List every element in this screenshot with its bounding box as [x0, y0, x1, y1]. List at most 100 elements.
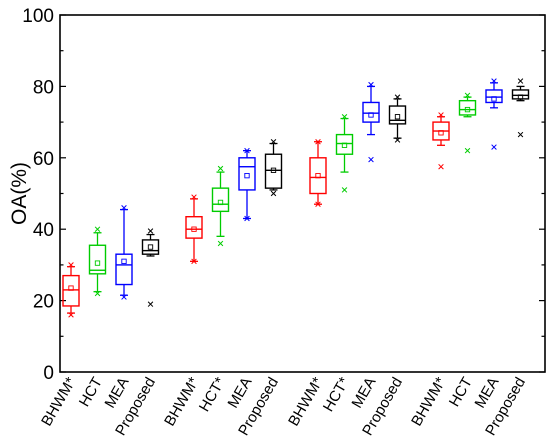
box [141, 228, 160, 307]
outlier-stroke [517, 131, 524, 138]
outlier-stroke [394, 94, 401, 100]
outlier-marker [217, 165, 224, 172]
box-group [185, 138, 283, 265]
outlier-marker [368, 156, 374, 163]
outlier-marker [244, 215, 250, 222]
outlier-marker [464, 147, 471, 154]
box [362, 81, 380, 163]
mean-marker [491, 96, 497, 102]
outlier-stroke [191, 194, 197, 200]
outlier-marker [121, 294, 127, 300]
mean-marker [94, 260, 101, 266]
box-body [362, 101, 380, 123]
mean-marker [438, 130, 444, 136]
outlier-marker [244, 147, 250, 154]
mean-marker [464, 106, 471, 113]
mean-marker [394, 114, 401, 120]
box-body [211, 187, 230, 213]
box-body [141, 239, 160, 255]
y-tick-label: 0 [43, 363, 54, 384]
outlier-marker [191, 194, 197, 200]
category-label: HCT* [320, 374, 353, 414]
mean-marker [121, 258, 127, 264]
outlier-stroke [464, 147, 471, 154]
box [335, 113, 354, 193]
outlier-marker [517, 131, 524, 138]
outlier-marker [217, 240, 224, 247]
box [388, 94, 407, 143]
box-group [432, 78, 530, 170]
box [115, 205, 133, 300]
outlier-stroke [94, 226, 101, 232]
outlier-stroke [191, 258, 197, 265]
outlier-stroke [394, 137, 401, 143]
box-group [62, 205, 160, 318]
y-tick-label: 60 [33, 149, 54, 170]
outlier-stroke [270, 190, 277, 197]
box-body [264, 153, 283, 189]
outlier-stroke [147, 301, 154, 307]
outlier-stroke [244, 215, 250, 222]
y-axis-title: OA(%) [8, 162, 31, 225]
outlier-marker [368, 81, 374, 88]
outlier-marker [341, 113, 348, 120]
outlier-marker [438, 112, 444, 118]
box [458, 92, 477, 154]
box [211, 165, 230, 247]
outlier-marker [191, 258, 197, 265]
outlier-stroke [491, 144, 497, 150]
plot-frame [59, 14, 546, 373]
outlier-marker [491, 144, 497, 150]
box-body [185, 216, 203, 239]
outlier-marker [121, 205, 127, 211]
mean-marker [368, 112, 374, 118]
outlier-stroke [315, 138, 321, 145]
mean-marker [147, 244, 154, 250]
outlier-stroke [270, 138, 277, 145]
outlier-marker [94, 290, 101, 297]
outlier-marker [491, 78, 497, 84]
box-body [458, 99, 477, 116]
box [511, 78, 530, 138]
box [185, 194, 203, 265]
y-tick-label: 100 [22, 6, 54, 27]
box-series [62, 78, 530, 318]
box [238, 147, 256, 222]
box-body [62, 274, 80, 307]
mean-marker [68, 285, 74, 291]
outlier-stroke [68, 262, 74, 268]
category-label: HCT* [196, 374, 229, 414]
outlier-marker [315, 201, 321, 207]
y-tick-label: 80 [33, 77, 54, 98]
box [432, 112, 450, 170]
outlier-marker [68, 262, 74, 268]
mean-marker [341, 142, 348, 148]
outlier-stroke [368, 81, 374, 88]
outlier-marker [341, 187, 348, 193]
outlier-stroke [341, 113, 348, 120]
outlier-marker [147, 301, 154, 307]
outlier-marker [270, 190, 277, 197]
outlier-marker [394, 94, 401, 100]
outlier-stroke [368, 156, 374, 163]
outlier-stroke [491, 78, 497, 84]
box-body [115, 253, 133, 286]
mean-marker [217, 199, 224, 206]
box-body [388, 105, 407, 125]
outlier-stroke [438, 163, 444, 170]
outlier-marker [394, 137, 401, 143]
outlier-marker [315, 138, 321, 145]
outlier-marker [517, 78, 524, 84]
outlier-stroke [68, 312, 74, 318]
box-body [88, 244, 107, 275]
box [264, 138, 283, 197]
outlier-marker [147, 228, 154, 234]
box-body [485, 89, 503, 104]
mean-marker [315, 172, 321, 179]
mean-marker [191, 226, 197, 232]
outlier-stroke [464, 92, 471, 99]
outlier-marker [68, 312, 74, 318]
y-axis: 0 20 40 60 80 100 [22, 6, 545, 384]
